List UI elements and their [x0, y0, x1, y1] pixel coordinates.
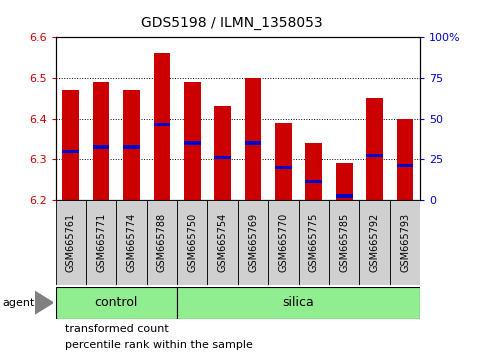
Text: GSM665774: GSM665774: [127, 213, 137, 272]
Bar: [184, 82, 200, 200]
Bar: [93, 82, 110, 200]
Bar: [154, 123, 170, 126]
Bar: [245, 78, 261, 200]
Bar: [177, 200, 208, 285]
Text: agent: agent: [2, 298, 35, 308]
Text: GSM665793: GSM665793: [400, 213, 410, 272]
Bar: [123, 90, 140, 200]
Text: GSM665775: GSM665775: [309, 213, 319, 272]
Bar: [214, 156, 231, 159]
Text: transformed count: transformed count: [65, 324, 169, 334]
Bar: [184, 141, 200, 145]
Bar: [56, 287, 177, 319]
Bar: [305, 180, 322, 183]
Bar: [397, 119, 413, 200]
Text: GSM665750: GSM665750: [187, 213, 197, 272]
Bar: [275, 123, 292, 200]
Bar: [154, 53, 170, 200]
Bar: [336, 164, 353, 200]
Bar: [214, 107, 231, 200]
Bar: [123, 145, 140, 149]
Bar: [298, 200, 329, 285]
Bar: [268, 200, 298, 285]
Text: GSM665770: GSM665770: [279, 213, 288, 272]
Text: GDS5198 / ILMN_1358053: GDS5198 / ILMN_1358053: [141, 16, 323, 30]
Bar: [62, 149, 79, 153]
Bar: [366, 98, 383, 200]
Text: silica: silica: [283, 296, 314, 309]
Text: GSM665754: GSM665754: [218, 213, 227, 272]
Bar: [86, 200, 116, 285]
Bar: [56, 200, 86, 285]
Bar: [397, 164, 413, 167]
Bar: [116, 200, 147, 285]
Bar: [93, 145, 110, 149]
Bar: [336, 194, 353, 198]
Bar: [275, 166, 292, 169]
Bar: [177, 287, 420, 319]
Text: percentile rank within the sample: percentile rank within the sample: [65, 340, 253, 350]
Text: GSM665771: GSM665771: [96, 213, 106, 272]
Bar: [238, 200, 268, 285]
Text: GSM665792: GSM665792: [369, 213, 380, 272]
Bar: [366, 154, 383, 157]
Text: GSM665788: GSM665788: [157, 213, 167, 272]
Bar: [62, 90, 79, 200]
Bar: [245, 141, 261, 145]
Bar: [329, 200, 359, 285]
Bar: [359, 200, 390, 285]
Text: GSM665761: GSM665761: [66, 213, 76, 272]
Bar: [208, 200, 238, 285]
Bar: [305, 143, 322, 200]
Text: GSM665769: GSM665769: [248, 213, 258, 272]
Text: control: control: [95, 296, 138, 309]
Text: GSM665785: GSM665785: [339, 213, 349, 272]
Polygon shape: [35, 291, 53, 314]
Bar: [147, 200, 177, 285]
Bar: [390, 200, 420, 285]
